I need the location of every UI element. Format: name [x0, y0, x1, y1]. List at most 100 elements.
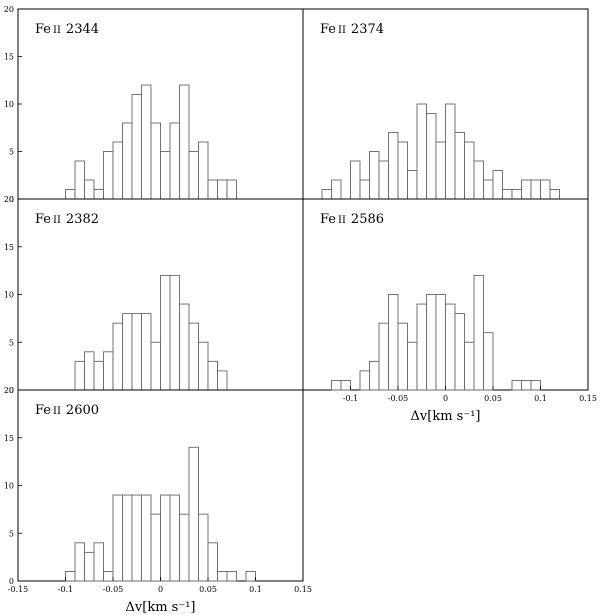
panel-title: Fe II 2344 — [35, 22, 99, 37]
y-tick-label: 10 — [4, 291, 14, 300]
histogram-bar — [160, 151, 171, 200]
y-tick-label: 15 — [4, 53, 14, 62]
histogram-bar — [511, 380, 522, 391]
histogram-bar — [473, 160, 484, 200]
histogram-bar — [502, 189, 513, 200]
panel-title-line: 2600 — [66, 403, 99, 418]
histogram-bar — [407, 170, 418, 200]
x-axis-label: Δv[km s⁻¹] — [411, 409, 481, 424]
x-tick-label: 0.15 — [294, 585, 312, 594]
histogram-bar — [426, 294, 437, 391]
histogram-bar — [426, 113, 437, 200]
x-tick-label: -0.1 — [343, 394, 358, 403]
histogram-bar — [150, 122, 161, 200]
y-tick-label: 0 — [9, 577, 14, 586]
panel-title-line: 2374 — [351, 22, 384, 37]
histogram-bar — [103, 151, 114, 200]
panel-title-ion: II — [338, 215, 346, 226]
histogram-bar — [445, 303, 456, 391]
panel-title-ion: II — [53, 215, 61, 226]
histogram-bar — [160, 494, 171, 582]
y-tick-label: 5 — [9, 338, 14, 347]
histogram-bar — [179, 513, 190, 582]
panel-title-line: 2382 — [66, 212, 99, 227]
histogram-bar — [188, 151, 199, 200]
histogram-bar — [103, 571, 114, 582]
histogram-bar — [74, 542, 85, 582]
histogram-bar — [84, 351, 95, 391]
histogram-bar — [150, 341, 161, 391]
y-tick-label: 15 — [4, 243, 14, 252]
panel-title-ion: II — [338, 25, 346, 36]
histogram-bar — [217, 179, 228, 200]
histogram-bar — [131, 313, 142, 391]
panel-title-ion: II — [53, 406, 61, 417]
histogram-bar — [207, 360, 218, 391]
histogram-bar — [65, 189, 76, 200]
histogram-bar — [112, 322, 123, 391]
histogram-bar — [188, 446, 199, 582]
panel-fe-ii-2600: 0 5 10 15 20 -0.15 -0.1 -0.05 0 0.05 0.1 0.15 Fe II 26… — [4, 386, 312, 615]
histogram-bar — [473, 274, 484, 391]
histogram-bar — [454, 313, 465, 391]
histogram-bar — [150, 513, 161, 582]
histogram-bar — [350, 160, 361, 200]
histogram-bar — [416, 303, 427, 391]
histogram-bar — [122, 313, 133, 391]
histogram-bar — [369, 151, 380, 200]
x-tick-label: 0.1 — [534, 394, 547, 403]
histogram-bar — [131, 94, 142, 200]
histogram-bar — [207, 179, 218, 200]
histogram-bar — [217, 370, 228, 391]
panel-fe-ii-2382: 0 5 10 15 20 Fe II 2382 — [4, 195, 304, 395]
histogram-bar — [331, 179, 342, 200]
histogram-bar — [198, 141, 209, 200]
panel-fe-ii-2344: 0 5 10 15 20 Fe II 2344 — [4, 5, 304, 204]
histogram-bar — [198, 513, 209, 582]
x-axis-label: Δv[km s⁻¹] — [126, 600, 196, 615]
panel-title-element: Fe — [320, 22, 336, 37]
panel-title: Fe II 2374 — [320, 22, 384, 37]
panel-title-element: Fe — [35, 403, 51, 418]
histogram-bar — [169, 122, 180, 200]
histogram-bar — [549, 189, 560, 200]
histogram-bar — [74, 160, 85, 200]
histogram-bar — [331, 380, 342, 391]
histogram-bar — [483, 179, 494, 200]
y-tick-label: 15 — [4, 434, 14, 443]
histogram-bar — [169, 274, 180, 391]
x-tick-label: 0 — [158, 585, 163, 594]
histogram-bar — [198, 341, 209, 391]
y-tick-label: 10 — [4, 100, 14, 109]
histogram-bar — [207, 542, 218, 582]
y-tick-label: 0 — [9, 195, 14, 204]
histogram-bar — [388, 294, 399, 391]
histogram-bar — [226, 571, 237, 582]
histogram-bar — [93, 189, 104, 200]
x-tick-label: 0.05 — [484, 394, 502, 403]
panel-title-line: 2586 — [351, 212, 384, 227]
panel-title: Fe II 2382 — [35, 212, 99, 227]
histogram-bar — [397, 141, 408, 200]
histogram-bar — [445, 103, 456, 200]
histogram-bar — [179, 84, 190, 200]
histogram-bar — [340, 380, 351, 391]
histogram-bar — [131, 494, 142, 582]
y-tick-label: 20 — [4, 386, 14, 395]
histogram-bar — [369, 360, 380, 391]
histogram-bar — [169, 494, 180, 582]
histogram-bar — [74, 360, 85, 391]
panel-title-element: Fe — [35, 22, 51, 37]
histogram-bar — [511, 189, 522, 200]
panel-title-element: Fe — [320, 212, 336, 227]
histogram-bar — [245, 571, 256, 582]
histogram-bar — [397, 322, 408, 391]
x-tick-label: -0.1 — [58, 585, 73, 594]
x-tick-label: 0.05 — [199, 585, 217, 594]
panel-title: Fe II 2586 — [320, 212, 384, 227]
histogram-bar — [103, 351, 114, 391]
histogram-bar — [321, 189, 332, 200]
histogram-bar — [435, 141, 446, 200]
x-tick-label: 0.1 — [249, 585, 262, 594]
